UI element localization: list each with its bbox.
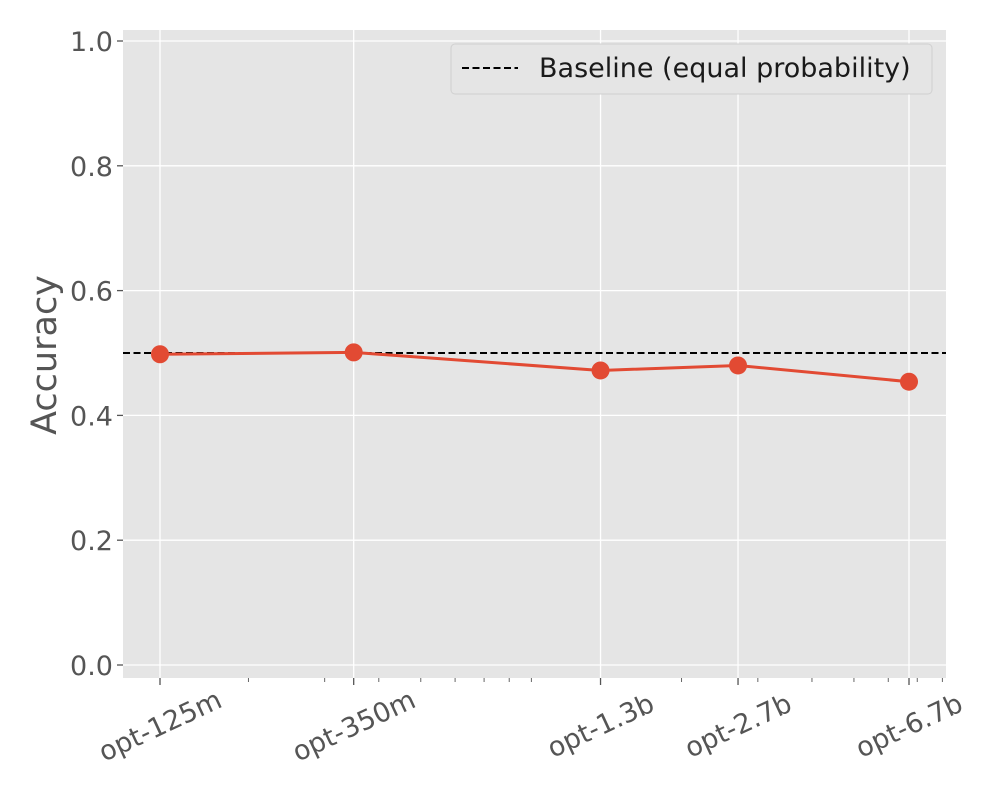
x-tick-label: opt-6.7b bbox=[851, 688, 967, 764]
x-minor-ticks bbox=[247, 678, 943, 682]
x-tick-label: opt-1.3b bbox=[543, 688, 659, 764]
y-tick-label: 0.4 bbox=[70, 401, 113, 432]
data-points bbox=[151, 343, 918, 391]
legend-baseline-label: Baseline (equal probability) bbox=[539, 53, 911, 84]
data-point bbox=[344, 343, 363, 362]
y-tick-label: 0.8 bbox=[70, 152, 113, 183]
x-tick-label: opt-350m bbox=[288, 684, 421, 768]
data-point bbox=[151, 345, 169, 364]
legend: Baseline (equal probability) bbox=[450, 43, 933, 95]
data-point bbox=[729, 356, 748, 375]
y-tick-label: 1.0 bbox=[70, 27, 113, 58]
x-tick-label: opt-125m bbox=[94, 684, 227, 768]
y-tick-label: 0.2 bbox=[70, 526, 113, 557]
legend-box bbox=[450, 43, 933, 95]
data-point bbox=[900, 372, 918, 391]
y-tick-labels: 0.0 0.2 0.4 0.6 0.8 1.0 bbox=[70, 27, 123, 682]
data-point bbox=[591, 361, 610, 380]
x-tick-label: opt-2.7b bbox=[680, 688, 796, 764]
y-axis-label: Accuracy bbox=[25, 275, 65, 435]
y-tick-label: 0.6 bbox=[70, 277, 113, 308]
y-tick-label: 0.0 bbox=[70, 651, 113, 682]
x-tick-labels: opt-125m opt-350m opt-1.3b opt-2.7b opt-6.7b bbox=[94, 678, 968, 768]
